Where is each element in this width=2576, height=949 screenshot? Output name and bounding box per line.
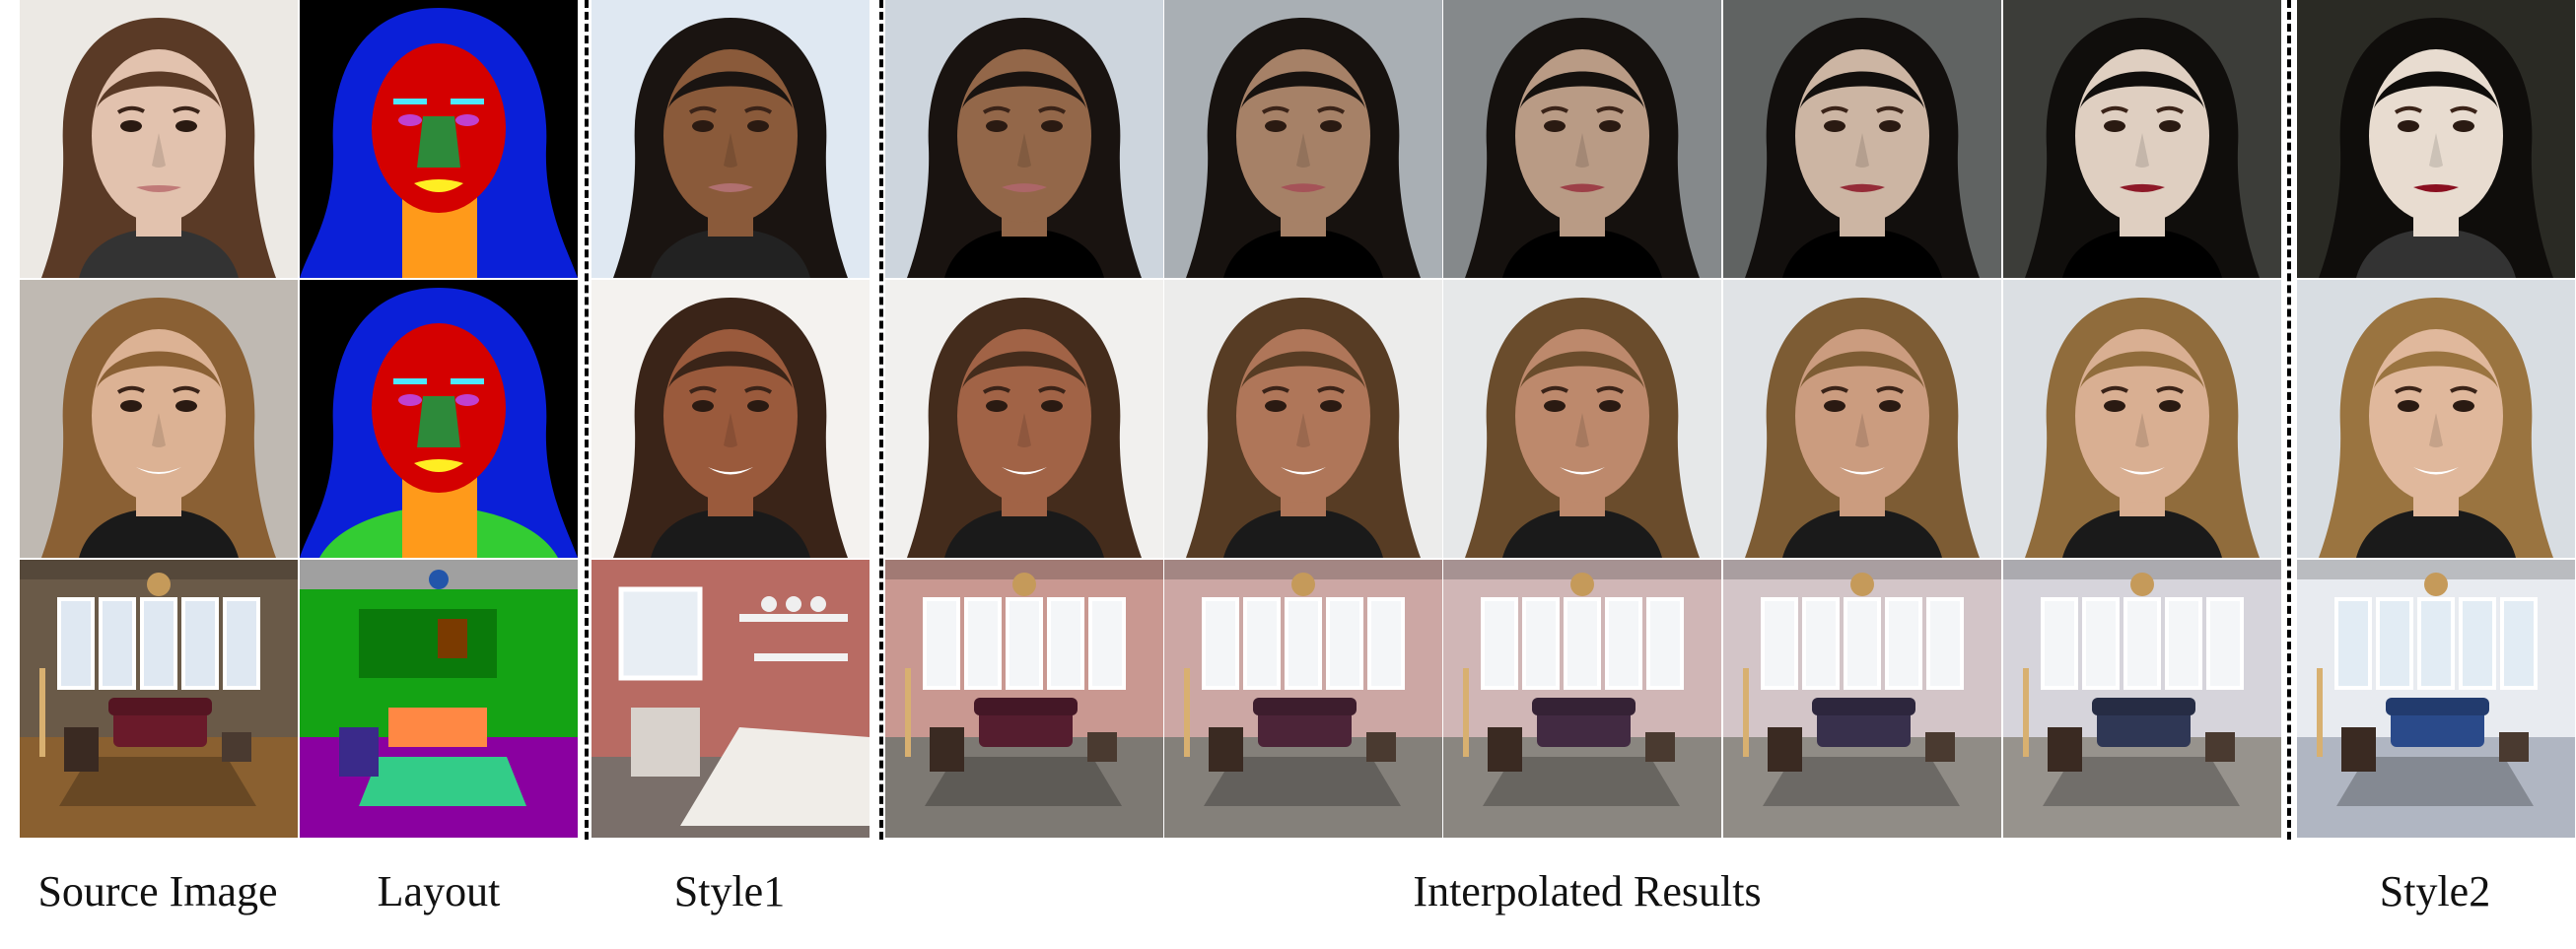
label-style1: Style1	[673, 867, 786, 915]
interpolated-result-face-woman-3	[1443, 0, 1721, 278]
style1-image-face-woman	[592, 0, 870, 278]
interpolated-result-face-woman-4	[1723, 0, 2001, 278]
interpolated-result-bedroom-5	[2003, 560, 2281, 838]
layout-map-face-child	[300, 280, 578, 558]
interpolated-result-face-child-5	[2003, 280, 2281, 558]
label-interpolated-results: Interpolated Results	[1413, 867, 1762, 915]
separator-middle	[879, 0, 883, 840]
separator-left	[585, 0, 589, 840]
interpolated-result-bedroom-2	[1164, 560, 1442, 838]
label-source-image: Source Image	[37, 867, 278, 915]
interpolated-result-face-child-1	[885, 280, 1163, 558]
layout-map-face-woman	[300, 0, 578, 278]
interpolated-result-bedroom-4	[1723, 560, 2001, 838]
interpolated-result-bedroom-1	[885, 560, 1163, 838]
interpolated-result-face-woman-2	[1164, 0, 1442, 278]
separator-right	[2287, 0, 2291, 840]
interpolated-result-face-child-3	[1443, 280, 1721, 558]
style2-image-face-woman	[2297, 0, 2575, 278]
interpolated-result-face-child-2	[1164, 280, 1442, 558]
style2-image-face-child	[2297, 280, 2575, 558]
source-image-face-woman	[20, 0, 298, 278]
style2-image-bedroom	[2297, 560, 2575, 838]
interpolated-result-bedroom-3	[1443, 560, 1721, 838]
interpolated-result-face-child-4	[1723, 280, 2001, 558]
style1-image-face-child	[592, 280, 870, 558]
layout-map-bedroom	[300, 560, 578, 838]
interpolated-result-face-woman-5	[2003, 0, 2281, 278]
label-style2: Style2	[2379, 867, 2491, 915]
style1-image-bedroom	[592, 560, 870, 838]
source-image-face-child	[20, 280, 298, 558]
label-layout: Layout	[377, 867, 501, 915]
source-image-bedroom	[20, 560, 298, 838]
interpolated-result-face-woman-1	[885, 0, 1163, 278]
